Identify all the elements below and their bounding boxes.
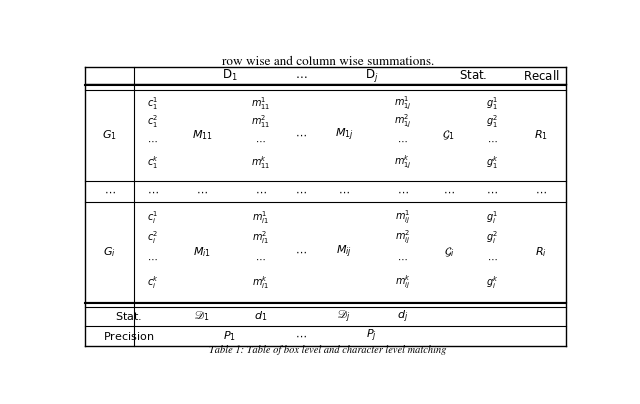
Text: $\cdots$: $\cdots$ (338, 187, 350, 196)
Text: $\cdots$: $\cdots$ (536, 187, 547, 196)
Text: $G_1$: $G_1$ (102, 128, 117, 142)
Text: $P_j$: $P_j$ (366, 328, 377, 345)
Text: $m_{1j}^1$: $m_{1j}^1$ (394, 95, 412, 112)
Text: $\mathcal{G}_i$: $\mathcal{G}_i$ (444, 246, 454, 259)
Text: $d_1$: $d_1$ (254, 309, 268, 323)
Text: $m_{11}^k$: $m_{11}^k$ (251, 154, 271, 171)
Text: $c_i^1$: $c_i^1$ (147, 209, 159, 226)
Text: $P_1$: $P_1$ (223, 329, 236, 343)
Text: $\mathrm{Stat.}$: $\mathrm{Stat.}$ (460, 69, 488, 82)
Text: $M_{i1}$: $M_{i1}$ (193, 245, 211, 259)
Text: $g_1^k$: $g_1^k$ (486, 154, 499, 171)
Text: $\cdots$: $\cdots$ (397, 137, 408, 146)
Text: $m_{11}^1$: $m_{11}^1$ (251, 95, 271, 112)
Text: $d_j$: $d_j$ (397, 308, 408, 325)
Text: $\cdots$: $\cdots$ (487, 137, 497, 146)
Text: $\mathrm{Stat.}$: $\mathrm{Stat.}$ (115, 311, 141, 322)
Text: $m_{11}^2$: $m_{11}^2$ (251, 113, 271, 130)
Text: $\mathrm{Precision}$: $\mathrm{Precision}$ (102, 330, 154, 342)
Text: $c_1^2$: $c_1^2$ (147, 113, 159, 130)
Text: $m_{ij}^1$: $m_{ij}^1$ (395, 209, 410, 226)
Text: $\cdots$: $\cdots$ (295, 187, 307, 196)
Text: $\cdots$: $\cdots$ (486, 187, 498, 196)
Text: $\cdots$: $\cdots$ (487, 255, 497, 264)
Text: $g_1^1$: $g_1^1$ (486, 95, 498, 112)
Text: $\cdots$: $\cdots$ (147, 255, 158, 264)
Text: $c_1^1$: $c_1^1$ (147, 95, 159, 112)
Text: $\cdots$: $\cdots$ (295, 331, 307, 341)
Text: $\cdots$: $\cdots$ (295, 247, 307, 257)
Text: $G_i$: $G_i$ (103, 245, 116, 259)
Text: $M_{11}$: $M_{11}$ (192, 128, 212, 142)
Text: $\mathrm{D}_1$: $\mathrm{D}_1$ (222, 68, 237, 83)
Text: $g_i^2$: $g_i^2$ (486, 229, 498, 246)
Text: $m_{i1}^k$: $m_{i1}^k$ (252, 274, 269, 290)
Text: $\mathscr{D}_j$: $\mathscr{D}_j$ (337, 308, 351, 325)
Text: $m_{i1}^1$: $m_{i1}^1$ (252, 209, 269, 226)
Text: $\cdots$: $\cdots$ (255, 187, 267, 196)
Text: $g_1^2$: $g_1^2$ (486, 113, 498, 130)
Text: $c_1^k$: $c_1^k$ (147, 154, 159, 171)
Text: $\mathrm{Recall}$: $\mathrm{Recall}$ (523, 69, 560, 83)
Text: $m_{1j}^2$: $m_{1j}^2$ (394, 113, 412, 130)
Text: $\cdots$: $\cdots$ (443, 187, 455, 196)
Text: $\cdots$: $\cdots$ (295, 130, 307, 140)
Text: $\cdots$: $\cdots$ (147, 187, 159, 196)
Text: $c_i^2$: $c_i^2$ (147, 229, 159, 246)
Text: $m_{ij}^k$: $m_{ij}^k$ (395, 274, 411, 291)
Text: $m_{ij}^2$: $m_{ij}^2$ (395, 229, 410, 246)
Text: $R_i$: $R_i$ (536, 245, 547, 259)
Text: $\cdots$: $\cdots$ (397, 255, 408, 264)
Text: $\mathcal{G}_1$: $\mathcal{G}_1$ (442, 128, 455, 142)
Text: $\cdots$: $\cdots$ (147, 137, 158, 146)
Text: $M_{ij}$: $M_{ij}$ (336, 244, 352, 261)
Text: $M_{1j}$: $M_{1j}$ (335, 127, 353, 143)
Text: $c_i^k$: $c_i^k$ (147, 274, 159, 290)
Text: $\mathrm{D}_j$: $\mathrm{D}_j$ (365, 67, 378, 84)
Text: $\cdots$: $\cdots$ (255, 137, 266, 146)
Text: $g_i^k$: $g_i^k$ (486, 274, 499, 290)
Text: $\cdots$: $\cdots$ (397, 187, 408, 196)
Text: $m_{1j}^k$: $m_{1j}^k$ (394, 154, 412, 171)
Text: $\cdots$: $\cdots$ (255, 255, 266, 264)
Text: $\cdots$: $\cdots$ (294, 70, 307, 82)
Text: $g_i^1$: $g_i^1$ (486, 209, 498, 226)
Text: $m_{i1}^2$: $m_{i1}^2$ (252, 229, 269, 246)
Text: Table 1: Table of box level and character level matching: Table 1: Table of box level and characte… (209, 345, 447, 355)
Text: $\cdots$: $\cdots$ (196, 187, 208, 196)
Text: $\mathscr{D}_1$: $\mathscr{D}_1$ (194, 309, 210, 323)
Text: row wise and column wise summations.: row wise and column wise summations. (222, 56, 434, 68)
Text: $\cdots$: $\cdots$ (104, 187, 116, 196)
Text: $R_1$: $R_1$ (534, 128, 548, 142)
